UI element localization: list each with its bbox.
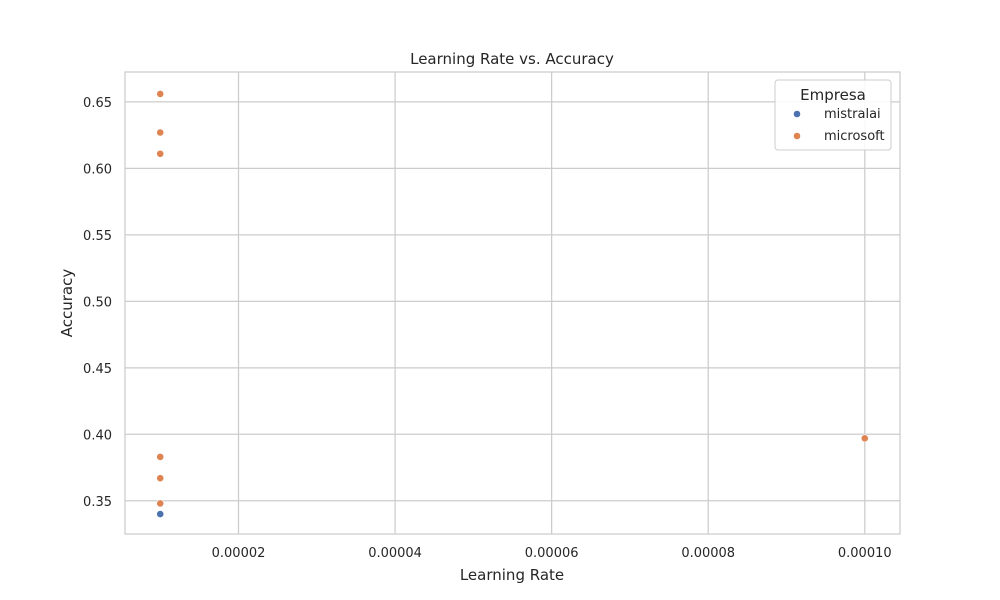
x-axis-ticks: 0.00002 0.00004 0.00006 0.00008 0.00010 <box>212 546 892 561</box>
data-point-microsoft <box>156 90 165 98</box>
y-axis-label: Accuracy <box>58 269 76 338</box>
legend-items: mistralai microsoft <box>793 107 885 144</box>
data-point-microsoft <box>156 452 165 461</box>
legend-marker-microsoft <box>793 132 801 140</box>
y-tick-label: 0.45 <box>83 362 112 377</box>
legend-title: Empresa <box>800 86 866 104</box>
plot-frame <box>124 71 901 535</box>
data-point-mistralai <box>156 510 165 518</box>
grid <box>125 72 900 534</box>
data-point-microsoft <box>156 128 165 137</box>
data-point-microsoft <box>156 499 165 508</box>
x-tick-label: 0.00010 <box>838 546 892 561</box>
chart-title: Learning Rate vs. Accuracy <box>410 50 614 68</box>
x-tick-label: 0.00002 <box>212 546 266 561</box>
y-tick-label: 0.55 <box>83 229 112 244</box>
x-tick-label: 0.00006 <box>525 546 579 561</box>
y-tick-label: 0.65 <box>83 96 112 111</box>
legend-marker-mistralai <box>793 110 801 118</box>
data-point-microsoft <box>156 474 165 483</box>
x-tick-label: 0.00004 <box>368 546 422 561</box>
data-point-microsoft <box>156 149 165 158</box>
y-tick-label: 0.40 <box>83 428 112 443</box>
legend-label-mistralai: mistralai <box>824 107 881 122</box>
data-points <box>156 90 869 518</box>
legend-label-microsoft: microsoft <box>824 129 885 144</box>
legend: Empresa mistralai microsoft <box>774 79 892 151</box>
legend-box <box>774 79 892 151</box>
x-tick-label: 0.00008 <box>681 546 735 561</box>
y-tick-label: 0.35 <box>83 495 112 510</box>
x-axis-label: Learning Rate <box>460 566 564 584</box>
data-point-microsoft <box>860 434 869 443</box>
y-tick-label: 0.60 <box>83 162 112 177</box>
y-axis-ticks: 0.35 0.40 0.45 0.50 0.55 0.60 0.65 <box>83 96 112 510</box>
y-tick-label: 0.50 <box>83 295 112 310</box>
